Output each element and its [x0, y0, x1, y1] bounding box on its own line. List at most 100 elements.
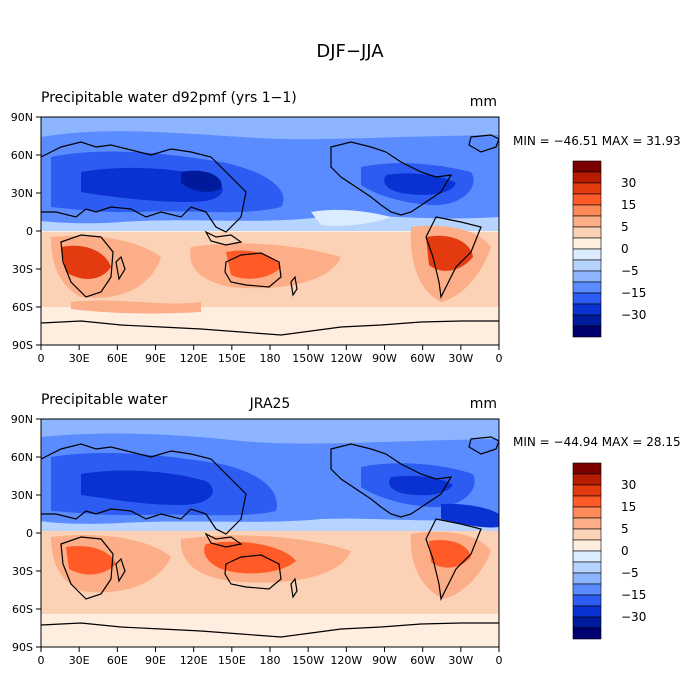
panel-2-x-tick-label: 30W	[448, 654, 473, 667]
panel-1-colorbar-swatch	[572, 325, 602, 338]
panel-1-y-tick-label: 90N	[11, 111, 33, 124]
panel-2-colorbar-swatch	[572, 473, 602, 486]
panel-2-colorbar-label: 15	[621, 500, 636, 514]
panel-2-colorbar-swatch	[572, 528, 602, 541]
panel-1-units: mm	[470, 94, 497, 110]
panel-2-y-tick-label: 30S	[12, 565, 33, 578]
panel-1-colorbar-label: 15	[621, 198, 636, 212]
panel-1-colorbar-swatch	[572, 204, 602, 217]
panel-2-colorbar-swatch	[572, 594, 602, 607]
panel-2-center-title: JRA25	[249, 396, 291, 412]
panel-2-colorbar-label: 5	[621, 522, 629, 536]
panel-1-colorbar-label: −5	[621, 264, 639, 278]
panel-2-colorbar-swatch	[572, 616, 602, 629]
panel-1-colorbar-swatch	[572, 160, 602, 173]
panel-2-colorbar-swatch	[572, 539, 602, 552]
panel-1-colorbar-swatch	[572, 259, 602, 272]
panel-1-x-tick-label: 60W	[410, 352, 435, 365]
panel-1-y-axis: 90N 60N 30N 0 30S 60S 90S	[11, 111, 41, 352]
panel-1-colorbar-label: 5	[621, 220, 629, 234]
panel-1-colorbar-label: 0	[621, 242, 629, 256]
panel-1-x-tick-label: 0	[38, 352, 45, 365]
panel-2-x-tick-label: 150W	[292, 654, 324, 667]
figure-title: DJF−JJA	[316, 41, 384, 62]
panel-1-y-tick-label: 90S	[12, 339, 33, 352]
panel-1-x-tick-label: 30W	[448, 352, 473, 365]
panel-1-colorbar-swatch	[572, 215, 602, 228]
panel-2-colorbar-label: 30	[621, 478, 636, 492]
panel-1-colorbar-swatch	[572, 171, 602, 184]
panel-1-colorbar-swatch	[572, 193, 602, 206]
panel-2-colorbar-swatch	[572, 605, 602, 618]
panel-2-map	[41, 419, 499, 647]
panel-2-units: mm	[470, 396, 497, 412]
panel-2-x-tick-label: 150E	[218, 654, 246, 667]
panel-2-colorbar-swatch	[572, 484, 602, 497]
panel-2-colorbar-swatch	[572, 572, 602, 585]
panel-1-colorbar-swatch	[572, 182, 602, 195]
panel-1-x-tick-label: 180	[260, 352, 281, 365]
panel-1-y-tick-label: 0	[26, 225, 33, 238]
panel-2-colorbar-swatch	[572, 550, 602, 563]
panel-2-x-tick-label: 60E	[107, 654, 128, 667]
panel-1-colorbar-swatch	[572, 270, 602, 283]
panel-2-x-tick-label: 30E	[69, 654, 90, 667]
panel-2-left-title: Precipitable water	[41, 392, 168, 408]
panel-1-colorbar-swatch	[572, 292, 602, 305]
panel-1-left-title: Precipitable water d92pmf (yrs 1−1)	[41, 90, 297, 106]
panel-1-x-tick-label: 60E	[107, 352, 128, 365]
panel-2-colorbar-swatch	[572, 495, 602, 508]
panel-1-colorbar: 30 15 5 0 −5 −15 −30	[572, 160, 646, 338]
panel-1-map	[41, 117, 499, 345]
panel-2: Precipitable water JRA25 mm	[11, 392, 681, 667]
panel-2-x-tick-label: 90W	[372, 654, 397, 667]
panel-1-colorbar-label: 30	[621, 176, 636, 190]
panel-2-colorbar-label: −5	[621, 566, 639, 580]
panel-2-colorbar-swatch	[572, 627, 602, 640]
panel-1-colorbar-swatch	[572, 237, 602, 250]
panel-1-colorbar-swatch	[572, 314, 602, 327]
panel-2-colorbar-label: −30	[621, 610, 646, 624]
panel-2-colorbar-swatch	[572, 583, 602, 596]
panel-1-colorbar-swatch	[572, 226, 602, 239]
panel-2-colorbar: 30 15 5 0 −5 −15 −30	[572, 462, 646, 640]
panel-2-x-tick-label: 90E	[145, 654, 166, 667]
panel-1-x-tick-label: 30E	[69, 352, 90, 365]
panel-1-x-tick-label: 120W	[330, 352, 362, 365]
panel-1-y-tick-label: 30N	[11, 187, 33, 200]
panel-1-colorbar-swatch	[572, 303, 602, 316]
panel-1-y-tick-label: 60N	[11, 149, 33, 162]
panel-1-colorbar-label: −30	[621, 308, 646, 322]
panel-1-x-tick-label: 90W	[372, 352, 397, 365]
panel-1-colorbar-swatch	[572, 281, 602, 294]
panel-2-x-tick-label: 120E	[180, 654, 208, 667]
panel-1-x-tick-label: 150W	[292, 352, 324, 365]
panel-2-colorbar-swatch	[572, 517, 602, 530]
panel-2-y-tick-label: 30N	[11, 489, 33, 502]
panel-2-colorbar-swatch	[572, 462, 602, 475]
panel-1-colorbar-label: −15	[621, 286, 646, 300]
panel-2-colorbar-label: 0	[621, 544, 629, 558]
panel-1-x-tick-label: 90E	[145, 352, 166, 365]
panel-2-y-tick-label: 0	[26, 527, 33, 540]
panel-2-y-tick-label: 60N	[11, 451, 33, 464]
panel-2-y-tick-label: 90S	[12, 641, 33, 654]
panel-2-colorbar-swatch	[572, 561, 602, 574]
panel-2-x-tick-label: 60W	[410, 654, 435, 667]
panel-1-x-tick-label: 150E	[218, 352, 246, 365]
panel-2-x-tick-label: 0	[496, 654, 503, 667]
panel-1-y-tick-label: 60S	[12, 301, 33, 314]
panel-2-min-max: MIN = −44.94 MAX = 28.15	[513, 435, 681, 449]
panel-1-x-tick-label: 120E	[180, 352, 208, 365]
panel-2-x-tick-label: 180	[260, 654, 281, 667]
panel-2-colorbar-swatch	[572, 506, 602, 519]
panel-2-x-tick-label: 0	[38, 654, 45, 667]
panel-2-colorbar-label: −15	[621, 588, 646, 602]
panel-1-x-axis: 0 30E 60E 90E 120E 150E 180 150W 120W 90W 60W 30W 0	[38, 345, 503, 365]
panel-1: Precipitable water d92pmf (yrs 1−1) mm	[11, 90, 681, 365]
panel-1-colorbar-swatch	[572, 248, 602, 261]
panel-1-min-max: MIN = −46.51 MAX = 31.93	[513, 134, 681, 148]
panel-2-x-axis: 0 30E 60E 90E 120E 150E 180 150W 120W 90W 60W 30W 0	[38, 647, 503, 667]
panel-2-x-tick-label: 120W	[330, 654, 362, 667]
